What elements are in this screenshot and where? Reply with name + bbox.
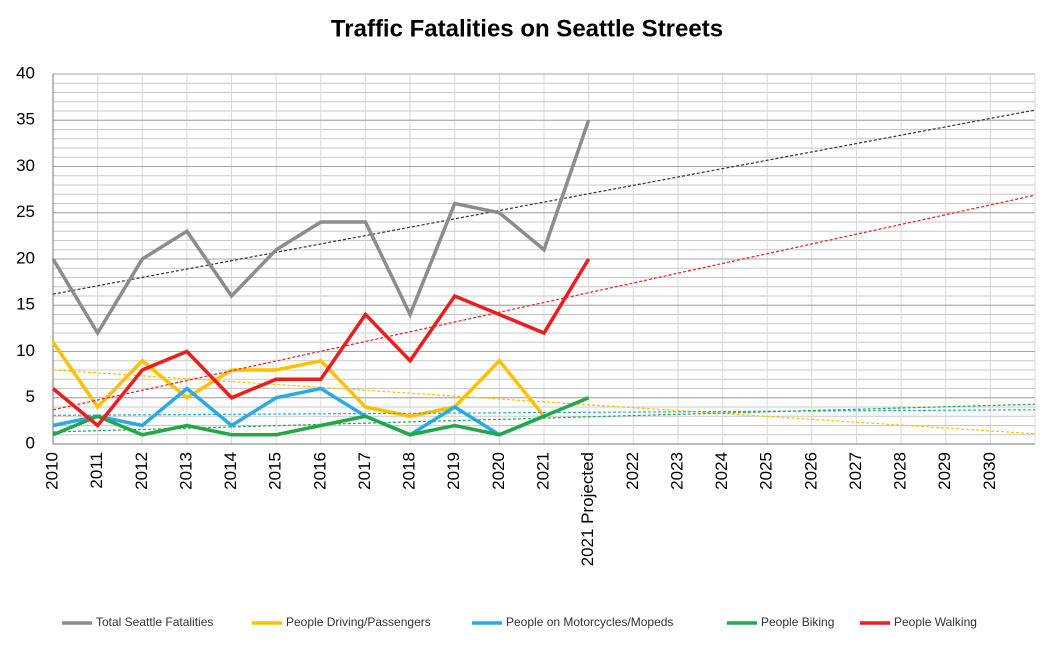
- legend-label: People on Motorcycles/Mopeds: [506, 615, 673, 629]
- x-tick-label: 2024: [712, 452, 731, 490]
- x-tick-label: 2030: [980, 452, 999, 490]
- series-line: [52, 396, 590, 437]
- x-tick-label: 2013: [176, 452, 195, 490]
- x-tick-label: 2028: [891, 452, 910, 490]
- x-tick-label: 2020: [489, 452, 508, 490]
- series-line: [51, 119, 591, 337]
- x-tick-label: 2014: [221, 452, 240, 490]
- y-tick-label: 30: [16, 156, 35, 175]
- x-tick-label: 2021: [533, 452, 552, 490]
- x-tick-label: 2019: [444, 452, 463, 490]
- series-line: [52, 386, 545, 437]
- y-tick-label: 25: [16, 202, 35, 221]
- y-tick-label: 35: [16, 110, 35, 129]
- x-tick-label: 2012: [132, 452, 151, 490]
- x-tick-label: 2027: [846, 452, 865, 490]
- x-tick-label: 2029: [935, 452, 954, 490]
- trendline: [52, 369, 1036, 435]
- y-tick-label: 0: [26, 433, 35, 452]
- x-tick-label: 2022: [623, 452, 642, 490]
- x-tick-label: 2018: [400, 452, 419, 490]
- series-line: [51, 258, 591, 428]
- trendline: [52, 409, 1036, 416]
- x-tick-label: 2016: [310, 452, 329, 490]
- legend-label: Total Seattle Fatalities: [96, 615, 213, 629]
- x-tick-label: 2021 Projected: [578, 452, 597, 566]
- y-tick-label: 5: [26, 387, 35, 406]
- x-tick-label: 2023: [667, 452, 686, 490]
- legend-label: People Driving/Passengers: [286, 615, 431, 629]
- x-tick-label: 2010: [42, 452, 61, 490]
- legend-label: People Walking: [894, 615, 977, 629]
- series-line: [51, 341, 546, 419]
- x-tick-label: 2015: [266, 452, 285, 490]
- y-tick-label: 40: [16, 63, 35, 82]
- trendline: [52, 194, 1036, 411]
- y-tick-label: 20: [16, 248, 35, 267]
- chart-title: Traffic Fatalities on Seattle Streets: [331, 15, 723, 42]
- x-tick-label: 2017: [355, 452, 374, 490]
- y-tick-label: 10: [16, 341, 35, 360]
- x-tick-label: 2011: [87, 452, 106, 489]
- x-tick-label: 2025: [757, 452, 776, 490]
- legend-label: People Biking: [761, 615, 834, 629]
- x-tick-label: 2026: [801, 452, 820, 490]
- y-tick-label: 15: [16, 295, 35, 314]
- trendline: [52, 109, 1036, 295]
